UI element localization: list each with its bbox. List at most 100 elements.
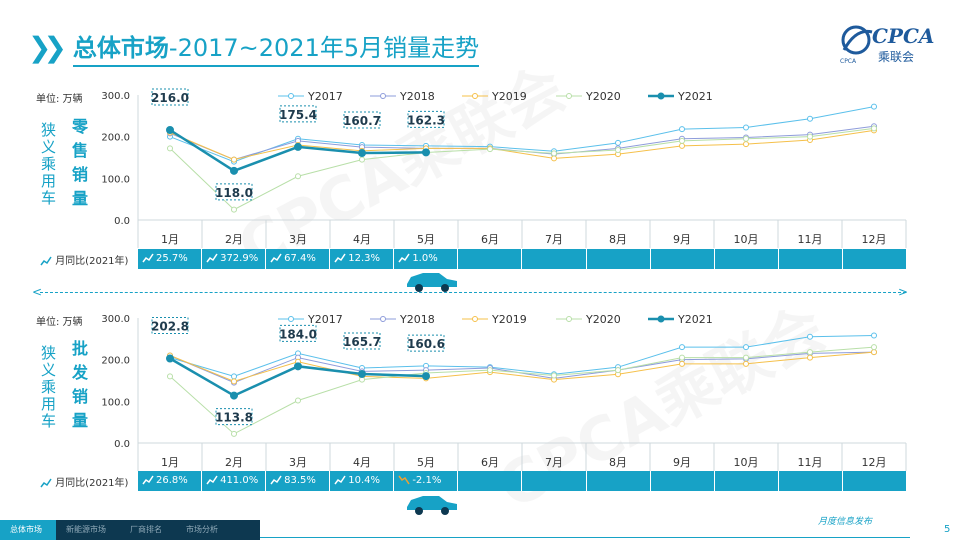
trend-up-icon [334,253,346,263]
wholesale-x-tick-label: 7月 [545,456,563,469]
wholesale-unit-label: 单位: 万辆 [36,317,83,328]
cpca-logo: CPCA 乘联会 CPCA [836,20,940,66]
footer-text: 月度信息发布 [818,517,873,527]
car-icon [407,496,457,515]
retail-legend-marker [566,93,572,99]
wholesale-data-label-box [343,332,381,350]
wholesale-x-tick-label: 10月 [734,456,759,469]
wholesale-yoy-cell: 83.5% [265,471,329,491]
wholesale-yoy-cell: 10.4% [329,471,393,491]
trend-up-icon [40,256,52,266]
wholesale-yoy-bar: 26.8% 411.0% 83.5% 10.4% -2.1% [138,471,906,491]
wholesale-yoy-cell: 26.8% [138,471,201,491]
retail-legend-marker [472,93,478,99]
trend-up-icon [142,475,154,485]
wholesale-vertical-label: 狭义乘用车 [39,345,57,430]
footer-nav-item-overall[interactable]: 总体市场 [0,520,56,540]
retail-legend-marker [380,93,386,99]
wholesale-data-label: 165.7 [343,335,381,349]
retail-yoy-cell: 67.4% [265,249,329,269]
retail-point-Y2020 [359,156,365,163]
footer-nav-item-analysis[interactable]: 市场分析 [186,525,218,534]
trend-up-icon [270,475,282,485]
wholesale-legend-marker [380,316,386,322]
retail-x-tick-label: 5月 [417,233,435,246]
retail-x-tick-label: 1月 [161,233,179,246]
retail-yoy-value: 67.4% [284,253,316,264]
section-divider [40,292,906,294]
wholesale-legend-marker [288,316,294,322]
trend-up-icon [142,253,154,263]
arrow-left-icon: < [32,285,43,299]
wholesale-x-tick-label: 1月 [161,456,179,469]
retail-data-label: 118.0 [215,186,253,200]
wholesale-legend-label: Y2019 [491,313,527,326]
retail-data-label: 162.3 [407,113,445,127]
retail-point-Y2020 [807,133,813,140]
footer-nav: 总体市场 新能源市场 厂商排名 市场分析 [0,520,260,540]
wholesale-yoy-value: -2.1% [412,475,442,486]
wholesale-data-label-box [151,317,189,334]
wholesale-y-tick-label: 300.0 [101,314,130,325]
wholesale-data-label: 113.8 [215,411,253,425]
wholesale-data-label: 160.6 [407,337,445,351]
wholesale-legend-label: Y2020 [585,313,621,326]
retail-point-Y2021 [294,142,302,151]
wholesale-x-tick-label: 11月 [798,456,823,469]
wholesale-series-line-Y2019 [169,351,875,382]
footer-nav-item-nev[interactable]: 新能源市场 [66,525,106,534]
retail-legend-label: Y2018 [399,90,435,103]
retail-point-Y2019 [231,156,237,163]
logo-text: CPCA [872,24,935,48]
retail-series-line-Y2019 [169,129,875,161]
retail-point-Y2020 [551,150,557,157]
wholesale-point-Y2021 [230,391,238,400]
page-title: 总体市场-2017~2021年5月销量走势 [72,28,480,67]
wholesale-data-label: 184.0 [279,327,317,341]
wholesale-point-Y2017 [807,333,813,340]
retail-point-Y2020 [167,145,173,152]
trend-up-icon [398,253,410,263]
wholesale-point-Y2021 [358,369,366,378]
wholesale-data-label-box [215,408,253,426]
retail-point-Y2017 [871,103,877,110]
car-wheel [415,284,423,292]
wholesale-point-Y2017 [679,344,685,351]
retail-point-Y2021 [422,148,430,157]
wholesale-legend-label: Y2017 [307,313,343,326]
wholesale-x-tick-label: 4月 [353,456,371,469]
retail-yoy-cell [585,249,650,269]
retail-y-tick-label: 200.0 [101,133,130,144]
retail-y-tick-label: 300.0 [101,91,130,102]
car-wheel [441,507,449,515]
wholesale-x-tick-label: 3月 [289,456,307,469]
wholesale-point-Y2020 [487,367,493,374]
wholesale-yoy-label-text: 月同比(2021年) [55,478,129,489]
retail-data-label-box [407,110,445,128]
retail-data-label-box [343,111,381,129]
wholesale-x-tick-label: 9月 [673,456,691,469]
car-body [407,496,457,510]
retail-x-tick-label: 11月 [798,233,823,246]
logo-small: CPCA [840,58,857,65]
retail-yoy-bar: 25.7% 372.9% 67.4% 12.3% 1.0% [138,249,906,269]
wholesale-yoy-cell [841,471,906,491]
wholesale-yoy-value: 411.0% [220,475,259,486]
retail-point-Y2020 [231,206,237,213]
retail-legend-label: Y2020 [585,90,621,103]
wholesale-legend-label: Y2021 [677,313,713,326]
retail-yoy-value: 372.9% [220,253,259,264]
trend-up-icon [206,253,218,263]
footer-nav-item-ranking[interactable]: 厂商排名 [130,525,162,534]
retail-x-tick-label: 9月 [673,233,691,246]
retail-data-label-box [279,105,317,123]
wholesale-point-Y2019 [231,378,237,385]
logo-mark-icon [841,25,873,55]
trend-up-icon [206,475,218,485]
retail-metric-label: 零售销量 [69,118,88,214]
retail-point-Y2017 [743,124,749,131]
wholesale-legend-marker [566,316,572,322]
retail-yoy-value: 25.7% [156,253,188,264]
retail-x-tick-label: 10月 [734,233,759,246]
wholesale-point-Y2020 [615,367,621,374]
